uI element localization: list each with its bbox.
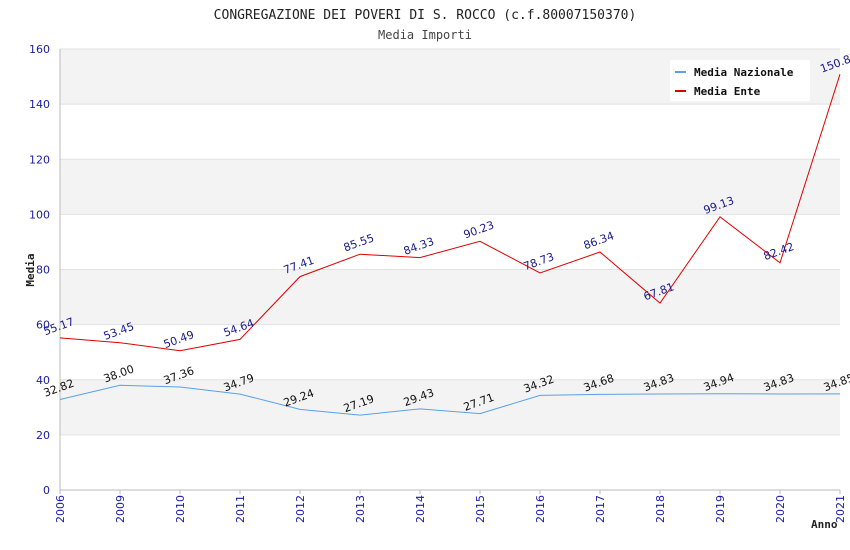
- y-tick-label: 120: [29, 153, 50, 166]
- x-tick-label: 2021: [834, 495, 847, 523]
- y-tick-label: 100: [29, 208, 50, 221]
- y-tick-label: 60: [36, 319, 50, 332]
- x-tick-label: 2015: [474, 495, 487, 523]
- x-tick-label: 2011: [234, 495, 247, 523]
- x-tick-label: 2014: [414, 495, 427, 523]
- plot-band: [60, 104, 840, 160]
- x-tick-label: 2013: [354, 495, 367, 523]
- legend: Media Nazionale Media Ente: [670, 60, 810, 101]
- plot-band: [60, 214, 840, 270]
- x-tick-labels: 2006 2009 2010 2011 2012 2013 2014 2015 2016 2017…: [54, 495, 847, 523]
- x-tick-label: 2017: [594, 495, 607, 523]
- y-tick-label: 40: [36, 374, 50, 387]
- plot-band: [60, 324, 840, 380]
- plot-band: [60, 434, 840, 490]
- y-tick-label: 0: [43, 484, 50, 497]
- y-tick-labels: 0 20 40 60 80 100 120 140 160: [29, 43, 50, 497]
- series-lines: [59, 74, 841, 416]
- x-tick-label: 2012: [294, 495, 307, 523]
- y-tick-label: 80: [36, 264, 50, 277]
- y-axis-label: Media: [24, 253, 37, 286]
- y-tick-label: 160: [29, 43, 50, 56]
- y-tick-label: 20: [36, 429, 50, 442]
- plot-background: [60, 49, 840, 490]
- x-tick-label: 2019: [714, 495, 727, 523]
- x-tick-label: 2018: [654, 495, 667, 523]
- x-tick-label: 2010: [174, 495, 187, 523]
- plot-band: [60, 379, 840, 435]
- chart-subtitle: Media Importi: [378, 28, 472, 42]
- series-line-media-nazionale: [59, 384, 841, 416]
- legend-box: [670, 60, 810, 101]
- plot-band: [60, 159, 840, 215]
- x-tick-label: 2016: [534, 495, 547, 523]
- legend-label-media-ente: Media Ente: [694, 85, 761, 98]
- legend-label-media-nazionale: Media Nazionale: [694, 66, 794, 79]
- y-tick-label: 140: [29, 98, 50, 111]
- x-tick-label: 2020: [774, 495, 787, 523]
- x-tick-label: 2006: [54, 495, 67, 523]
- plot-band: [60, 269, 840, 325]
- series-line-media-ente: [59, 74, 841, 352]
- x-tick-label: 2009: [114, 495, 127, 523]
- chart-title: CONGREGAZIONE DEI POVERI DI S. ROCCO (c.…: [214, 8, 637, 23]
- x-axis-label: Anno: [811, 518, 838, 531]
